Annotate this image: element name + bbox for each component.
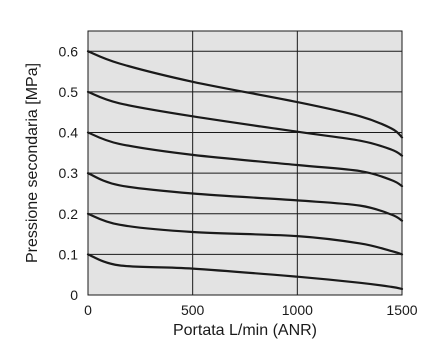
y-tick-label: 0.1 <box>59 246 79 262</box>
x-axis-label: Portata L/min (ANR) <box>173 322 317 339</box>
y-axis-label: Pressione secondaria [MPa] <box>24 63 41 263</box>
series-line-5 <box>86 253 404 290</box>
series-line-3 <box>86 172 404 222</box>
y-tick-label: 0.4 <box>59 125 79 141</box>
y-tick-label: 0.3 <box>59 165 79 181</box>
y-tick-labels: 0 0.1 0.2 0.3 0.4 0.5 0.6 <box>59 43 79 303</box>
y-tick-label: 0.5 <box>59 84 79 100</box>
x-tick-label: 500 <box>181 302 205 318</box>
plot-background <box>87 30 403 296</box>
y-tick-label: 0.2 <box>59 206 79 222</box>
series-line-0 <box>86 50 404 139</box>
y-tick-label: 0.6 <box>59 43 79 59</box>
series-line-1 <box>86 90 404 157</box>
y-tick-label: 0 <box>70 287 78 303</box>
x-tick-labels: 0 500 1000 1500 <box>84 302 418 318</box>
x-tick-label: 0 <box>84 302 92 318</box>
x-tick-label: 1000 <box>282 302 313 318</box>
series-lines <box>86 50 404 290</box>
series-line-2 <box>86 131 404 188</box>
series-line-4 <box>86 212 404 256</box>
x-tick-label: 1500 <box>386 302 417 318</box>
